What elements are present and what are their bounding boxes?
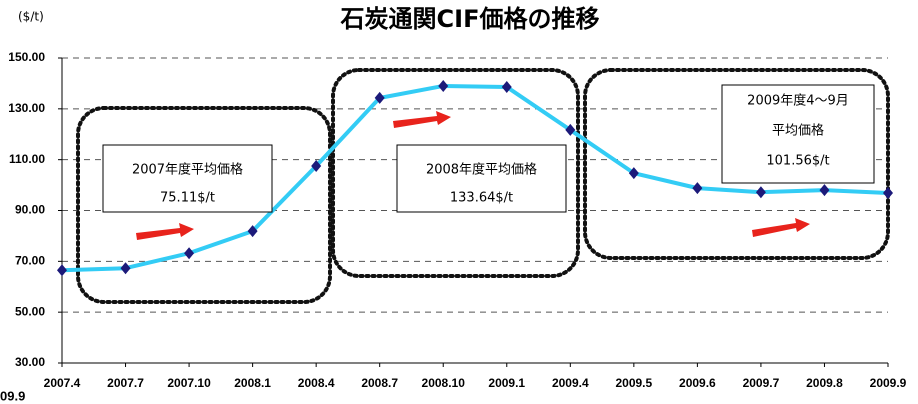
data-point	[247, 225, 258, 238]
series-line	[61, 83, 889, 273]
data-point	[501, 80, 512, 93]
arrow	[136, 223, 194, 240]
arrow	[393, 111, 451, 128]
y-tick-label: 70.00	[15, 254, 45, 268]
annotation-text: 2008年度平均価格	[426, 162, 537, 178]
annotation-box	[102, 144, 273, 213]
dotted-box	[583, 68, 890, 260]
x-tick-label: 2007.7	[107, 376, 144, 390]
x-tick-label: 2009.4	[552, 376, 589, 390]
y-unit: ($/t)	[18, 10, 44, 24]
annotation-box	[396, 144, 567, 213]
data-point	[692, 182, 703, 195]
annotation-text: 133.64$/t	[450, 191, 513, 206]
x-tick-label: 2009.9	[870, 376, 907, 390]
dotted-box	[331, 68, 580, 278]
data-point	[184, 247, 195, 260]
x-tick-label: 2009.5	[615, 376, 652, 390]
y-tick-label: 90.00	[15, 203, 45, 217]
annotation-box	[721, 84, 875, 184]
data-point	[57, 264, 67, 277]
x-tick-label: 2009.8	[806, 376, 843, 390]
data-point	[374, 91, 385, 104]
y-tick-label: 50.00	[15, 304, 45, 318]
x-tick-label: 2008.1	[234, 376, 271, 390]
data-point	[120, 262, 131, 275]
data-point	[819, 184, 830, 197]
arrow	[752, 218, 810, 237]
data-point	[883, 186, 893, 199]
x-tick-label: 2009.7	[743, 376, 780, 390]
y-tick-label: 130.00	[8, 101, 45, 115]
annotation-text: 2007年度平均価格	[132, 162, 243, 178]
y-tick-label: 30.00	[15, 355, 45, 369]
x-tick-label: 2008.10	[422, 376, 466, 390]
dotted-box	[76, 106, 332, 304]
data-point	[438, 79, 449, 92]
data-point	[628, 167, 639, 180]
data-point	[755, 186, 766, 199]
data-point	[565, 123, 576, 136]
annotation-text: 平均価格	[772, 123, 824, 139]
highlight-boxes	[76, 68, 890, 304]
annotation-text: 09.9	[0, 388, 25, 403]
chart-title: 石炭通関CIF価格の推移	[340, 5, 600, 33]
x-tick-label: 2008.7	[361, 376, 398, 390]
x-tick-label: 2008.4	[298, 376, 335, 390]
annotation-text: 75.11$/t	[160, 191, 215, 206]
x-tick-label: 2009.6	[679, 376, 716, 390]
arrows	[136, 111, 810, 240]
x-tick-label: 2007.10	[167, 376, 211, 390]
annotation-text: 2009年度4～9月	[747, 93, 849, 109]
x-tick-label: 2007.4	[44, 376, 81, 390]
data-point	[311, 160, 322, 173]
annotation-text: 101.56$/t	[766, 154, 829, 169]
x-tick-label: 2009.1	[488, 376, 525, 390]
y-tick-label: 150.00	[8, 50, 45, 64]
y-tick-label: 110.00	[9, 152, 45, 166]
